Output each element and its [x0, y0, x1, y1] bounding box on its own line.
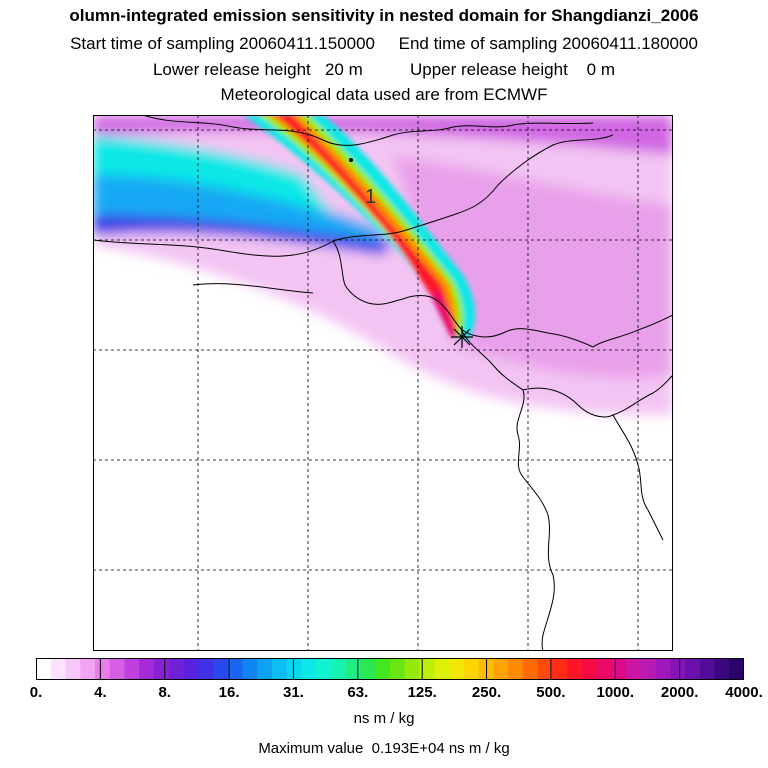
- colorbar-tick-label: 31.: [283, 684, 304, 701]
- colorbar-cell: [257, 658, 273, 680]
- colorbar-cell: [36, 658, 52, 680]
- colorbar-tick-label: 4000.: [725, 684, 763, 701]
- colorbar-cell: [729, 658, 744, 680]
- contour-label: 1: [365, 186, 376, 208]
- colorbar-cell: [508, 658, 524, 680]
- site-dot: [349, 158, 353, 162]
- colorbar-cell: [493, 658, 509, 680]
- plot-title: olumn-integrated emission sensitivity in…: [69, 6, 699, 25]
- colorbar-cell: [154, 658, 170, 680]
- colorbar-cell: [449, 658, 465, 680]
- colorbar-cell: [390, 658, 406, 680]
- colorbar-cell: [434, 658, 450, 680]
- colorbar-cell: [404, 658, 420, 680]
- colorbar-cell: [463, 658, 479, 680]
- colorbar-cell: [537, 658, 553, 680]
- colorbar-cell: [581, 658, 597, 680]
- colorbar-tick-label: 63.: [347, 684, 369, 701]
- colorbar-tick-label: 0.: [29, 684, 43, 701]
- sensitivity-field: 1: [93, 115, 673, 651]
- meteorology-source-line: Meteorological data used are from ECMWF: [220, 85, 548, 104]
- colorbar-cell: [375, 658, 391, 680]
- emission-sensitivity-map: 1: [93, 115, 673, 651]
- colorbar-cell: [419, 658, 435, 680]
- colorbar-tick-label: 4.: [94, 684, 107, 701]
- colorbar-cell: [95, 658, 111, 680]
- colorbar-cell: [714, 658, 730, 680]
- colorbar-cell: [316, 658, 332, 680]
- colorbar-cell: [139, 658, 155, 680]
- colorbar-cell: [80, 658, 96, 680]
- maximum-value: Maximum value 0.193E+04 ns m / kg: [258, 740, 510, 757]
- colorbar-cell: [345, 658, 361, 680]
- colorbar-tick-label: 8.: [158, 684, 171, 701]
- colorbar-cell: [611, 658, 627, 680]
- colorbar-cell: [626, 658, 642, 680]
- colorbar-cell: [670, 658, 686, 680]
- coastline-borders: [93, 115, 673, 651]
- colorbar-tick-label: 500.: [536, 684, 566, 701]
- colorbar-cell: [331, 658, 347, 680]
- colorbar-cell: [213, 658, 229, 680]
- colorbar-tick-label: 1000.: [596, 684, 635, 701]
- colorbar-cell: [109, 658, 125, 680]
- colorbar-cell: [655, 658, 671, 680]
- colorbar-cell: [272, 658, 288, 680]
- colorbar-tick-label: 2000.: [660, 684, 699, 701]
- colorbar-cell: [50, 658, 66, 680]
- colorbar-cell: [596, 658, 612, 680]
- colorbar-cell: [360, 658, 376, 680]
- colorbar-cell: [168, 658, 184, 680]
- colorbar-cell: [640, 658, 656, 680]
- graticule: [93, 115, 673, 651]
- colorbar-cell: [183, 658, 199, 680]
- colorbar-cell: [198, 658, 214, 680]
- colorbar-cell: [567, 658, 583, 680]
- colorbar-tick-label: 250.: [471, 684, 502, 701]
- colorbar-tick-label: 125.: [407, 684, 437, 701]
- colorbar-unit: ns m / kg: [353, 710, 415, 727]
- colorbar-cell: [552, 658, 568, 680]
- colorbar: [36, 658, 744, 680]
- colorbar-cell: [227, 658, 243, 680]
- receptor-marker: [451, 326, 473, 348]
- colorbar-cell: [522, 658, 538, 680]
- colorbar-cell: [685, 658, 701, 680]
- release-height-line: Lower release height 20 m Upper release …: [152, 60, 616, 79]
- colorbar-cell: [301, 658, 317, 680]
- colorbar-cell: [699, 658, 715, 680]
- sampling-time-line: Start time of sampling 20060411.150000 E…: [70, 34, 698, 53]
- colorbar-cell: [286, 658, 302, 680]
- colorbar-cell: [65, 658, 81, 680]
- colorbar-cell: [242, 658, 258, 680]
- map-frame: [93, 115, 673, 651]
- colorbar-tick-label: 16.: [218, 684, 240, 701]
- colorbar-cell: [124, 658, 140, 680]
